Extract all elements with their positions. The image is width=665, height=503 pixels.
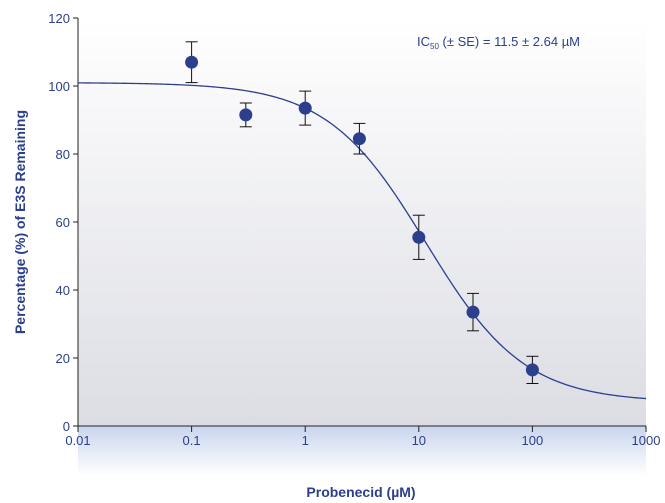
data-point: [466, 305, 480, 319]
annotation-subscript: 50: [430, 42, 439, 51]
data-point: [352, 132, 366, 146]
x-tick-label: 100: [522, 433, 544, 448]
data-point: [185, 55, 199, 69]
y-tick-label: 100: [48, 79, 70, 94]
data-point: [239, 108, 253, 122]
x-tick-label: 1: [302, 433, 309, 448]
fit-curve: [78, 82, 646, 400]
x-tick-label: 1000: [632, 433, 661, 448]
annotation-ic50: IC50 (± SE) = 11.5 ± 2.64 µM: [417, 34, 580, 51]
data-points: [185, 55, 539, 377]
x-tick-label: 0.1: [183, 433, 201, 448]
y-tick-label: 80: [56, 147, 70, 162]
y-tick-label: 120: [48, 11, 70, 26]
x-tick-label: 10: [412, 433, 426, 448]
x-axis-title: Probenecid (µM): [306, 484, 415, 500]
plot-background: [78, 18, 646, 426]
y-tick-label: 20: [56, 351, 70, 366]
annotation-prefix: IC: [417, 34, 430, 49]
tick-labels: 0 20 40 60 80 100 120 0.01 0.1 1 10 100 1000: [48, 11, 660, 448]
y-axis-title: Percentage (%) of E3S Remaining: [12, 110, 28, 334]
ticks: [73, 17, 647, 432]
y-tick-label: 40: [56, 283, 70, 298]
data-point: [298, 101, 312, 115]
data-point: [525, 363, 539, 377]
x-tick-label: 0.01: [65, 433, 90, 448]
x-axis-band: [78, 426, 646, 476]
annotation-suffix: (± SE) = 11.5 ± 2.64 µM: [439, 34, 580, 49]
data-point: [412, 230, 426, 244]
y-tick-label: 60: [56, 215, 70, 230]
y-tick-label: 0: [63, 419, 70, 434]
